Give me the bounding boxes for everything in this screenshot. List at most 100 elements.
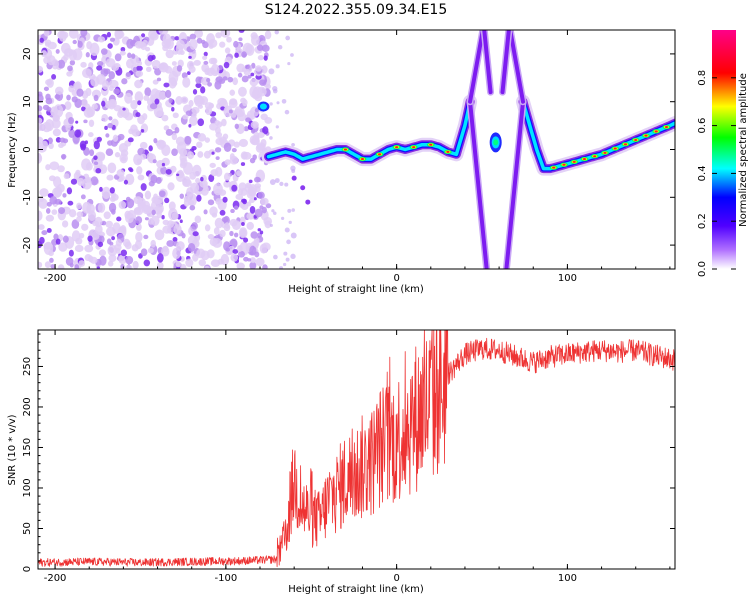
heatmap-noise-cell	[250, 121, 259, 129]
heatmap-noise-cell	[85, 87, 92, 97]
colorbar-tick-label: 0.4	[697, 165, 708, 181]
heatmap-noise-cell	[261, 44, 270, 53]
heatmap-noise-cell	[200, 86, 206, 94]
heatmap-noise-cell	[287, 61, 291, 66]
heatmap-noise-cell	[76, 202, 82, 210]
heatmap-noise-cell	[291, 142, 295, 147]
heatmap-noise-cell	[215, 156, 220, 161]
heatmap-noise-cell	[125, 71, 131, 78]
heatmap-noise-cell	[106, 31, 112, 38]
heatmap-noise-cell	[47, 55, 56, 66]
heatmap-noise-cell	[93, 155, 98, 161]
heatmap-noise-cell	[82, 201, 92, 214]
heatmap-noise-cell	[188, 99, 194, 107]
heatmap-noise-cell	[96, 61, 104, 67]
heatmap-noise-cell	[99, 186, 103, 192]
heatmap-noise-cell	[48, 142, 54, 149]
heatmap-noise-cell	[210, 57, 218, 65]
heatmap-noise-cell	[232, 77, 239, 86]
heatmap-noise-cell	[127, 137, 134, 143]
heatmap-y-tick-label: 20	[22, 48, 33, 61]
heatmap-noise-cell	[175, 261, 181, 268]
heatmap-noise-cell	[249, 257, 256, 264]
heatmap-noise-cell	[249, 261, 257, 269]
heatmap-noise-cell	[238, 188, 244, 196]
heatmap-noise-cell	[222, 133, 229, 140]
heatmap-noise-cell	[108, 71, 116, 80]
heatmap-noise-cell	[205, 106, 213, 116]
heatmap-ridge-hot	[654, 130, 658, 133]
heatmap-noise-cell	[283, 251, 288, 256]
heatmap-noise-cell	[123, 179, 129, 185]
heatmap-noise-cell	[136, 166, 143, 175]
heatmap-noise-cell	[158, 91, 167, 100]
heatmap-noise-cell	[187, 151, 195, 160]
heatmap-noise-cell	[184, 135, 192, 145]
heatmap-noise-cell	[188, 123, 192, 128]
heatmap-noise-cell	[46, 78, 54, 88]
heatmap-noise-cell	[209, 122, 219, 131]
heatmap-noise-cell	[229, 89, 236, 96]
heatmap-noise-cell	[44, 261, 51, 269]
heatmap-noise-cell	[153, 137, 158, 144]
snr-x-tick-label: -200	[44, 573, 67, 584]
heatmap-noise-cell	[206, 33, 215, 45]
heatmap-noise-cell	[223, 105, 233, 118]
heatmap-noise-cell	[120, 46, 126, 52]
heatmap-noise-cell	[211, 151, 215, 155]
heatmap-noise-cell	[161, 114, 169, 122]
snr-y-tick-label: 200	[22, 397, 33, 416]
heatmap-noise-cell	[162, 225, 172, 234]
heatmap-noise-cell	[275, 125, 279, 129]
heatmap-noise-cell	[257, 191, 265, 200]
heatmap-noise-cell	[130, 99, 138, 110]
heatmap-noise-cell	[82, 68, 92, 79]
heatmap-noise-cell	[124, 241, 132, 250]
heatmap-noise-cell	[238, 86, 247, 97]
heatmap-noise-cell	[72, 39, 77, 45]
heatmap-noise-cell	[83, 119, 88, 124]
heatmap-noise-cell	[208, 43, 214, 49]
heatmap-noise-cell	[269, 223, 273, 227]
heatmap-noise-cell	[174, 126, 180, 134]
heatmap-noise-cell	[134, 91, 144, 103]
heatmap-noise-cell	[200, 176, 204, 182]
heatmap-noise-cell	[101, 186, 111, 199]
snr-y-tick-label: 100	[22, 478, 33, 497]
heatmap-noise-cell	[284, 182, 289, 187]
heatmap-noise-cell	[85, 52, 90, 58]
heatmap-noise-cell	[68, 85, 75, 93]
heatmap-noise-cell	[134, 79, 143, 89]
heatmap-noise-cell	[47, 41, 57, 50]
heatmap-noise-cell	[81, 106, 86, 112]
heatmap-noise-cell	[41, 140, 49, 149]
heatmap-noise-cell	[171, 148, 178, 157]
heatmap-ridge-hot	[664, 126, 669, 129]
heatmap-noise-cell	[156, 110, 165, 117]
heatmap-x-tick-label: -200	[44, 273, 67, 284]
snr-y-ticks: 0 50 100 150 200 250	[22, 333, 675, 572]
heatmap-noise-cell	[150, 239, 156, 248]
heatmap-noise-cell	[243, 256, 249, 262]
heatmap-noise-cell	[68, 249, 74, 257]
heatmap-ridge-hot	[582, 158, 587, 161]
heatmap-noise-cell	[121, 78, 128, 85]
heatmap-noise-cell	[236, 262, 245, 269]
heatmap-noise-cell	[129, 168, 134, 173]
heatmap-noise-cell	[154, 229, 165, 241]
heatmap-noise-cell	[109, 98, 117, 108]
heatmap-noise-cell	[235, 193, 244, 200]
heatmap-noise-cell	[257, 131, 265, 139]
heatmap-noise-cell	[148, 145, 153, 152]
heatmap-noise-cell	[214, 217, 224, 229]
heatmap-noise-cell	[196, 248, 206, 259]
colorbar-label: Normalized spectral amplitude	[738, 73, 749, 227]
heatmap-noise-cell	[84, 254, 92, 262]
heatmap-noise-cell	[195, 82, 202, 89]
heatmap-noise-cell	[265, 203, 272, 209]
heatmap-noise-cell	[137, 174, 145, 181]
heatmap-noise-cell	[268, 68, 275, 75]
heatmap-noise-cell	[45, 207, 51, 214]
heatmap-noise-cell	[234, 123, 239, 129]
